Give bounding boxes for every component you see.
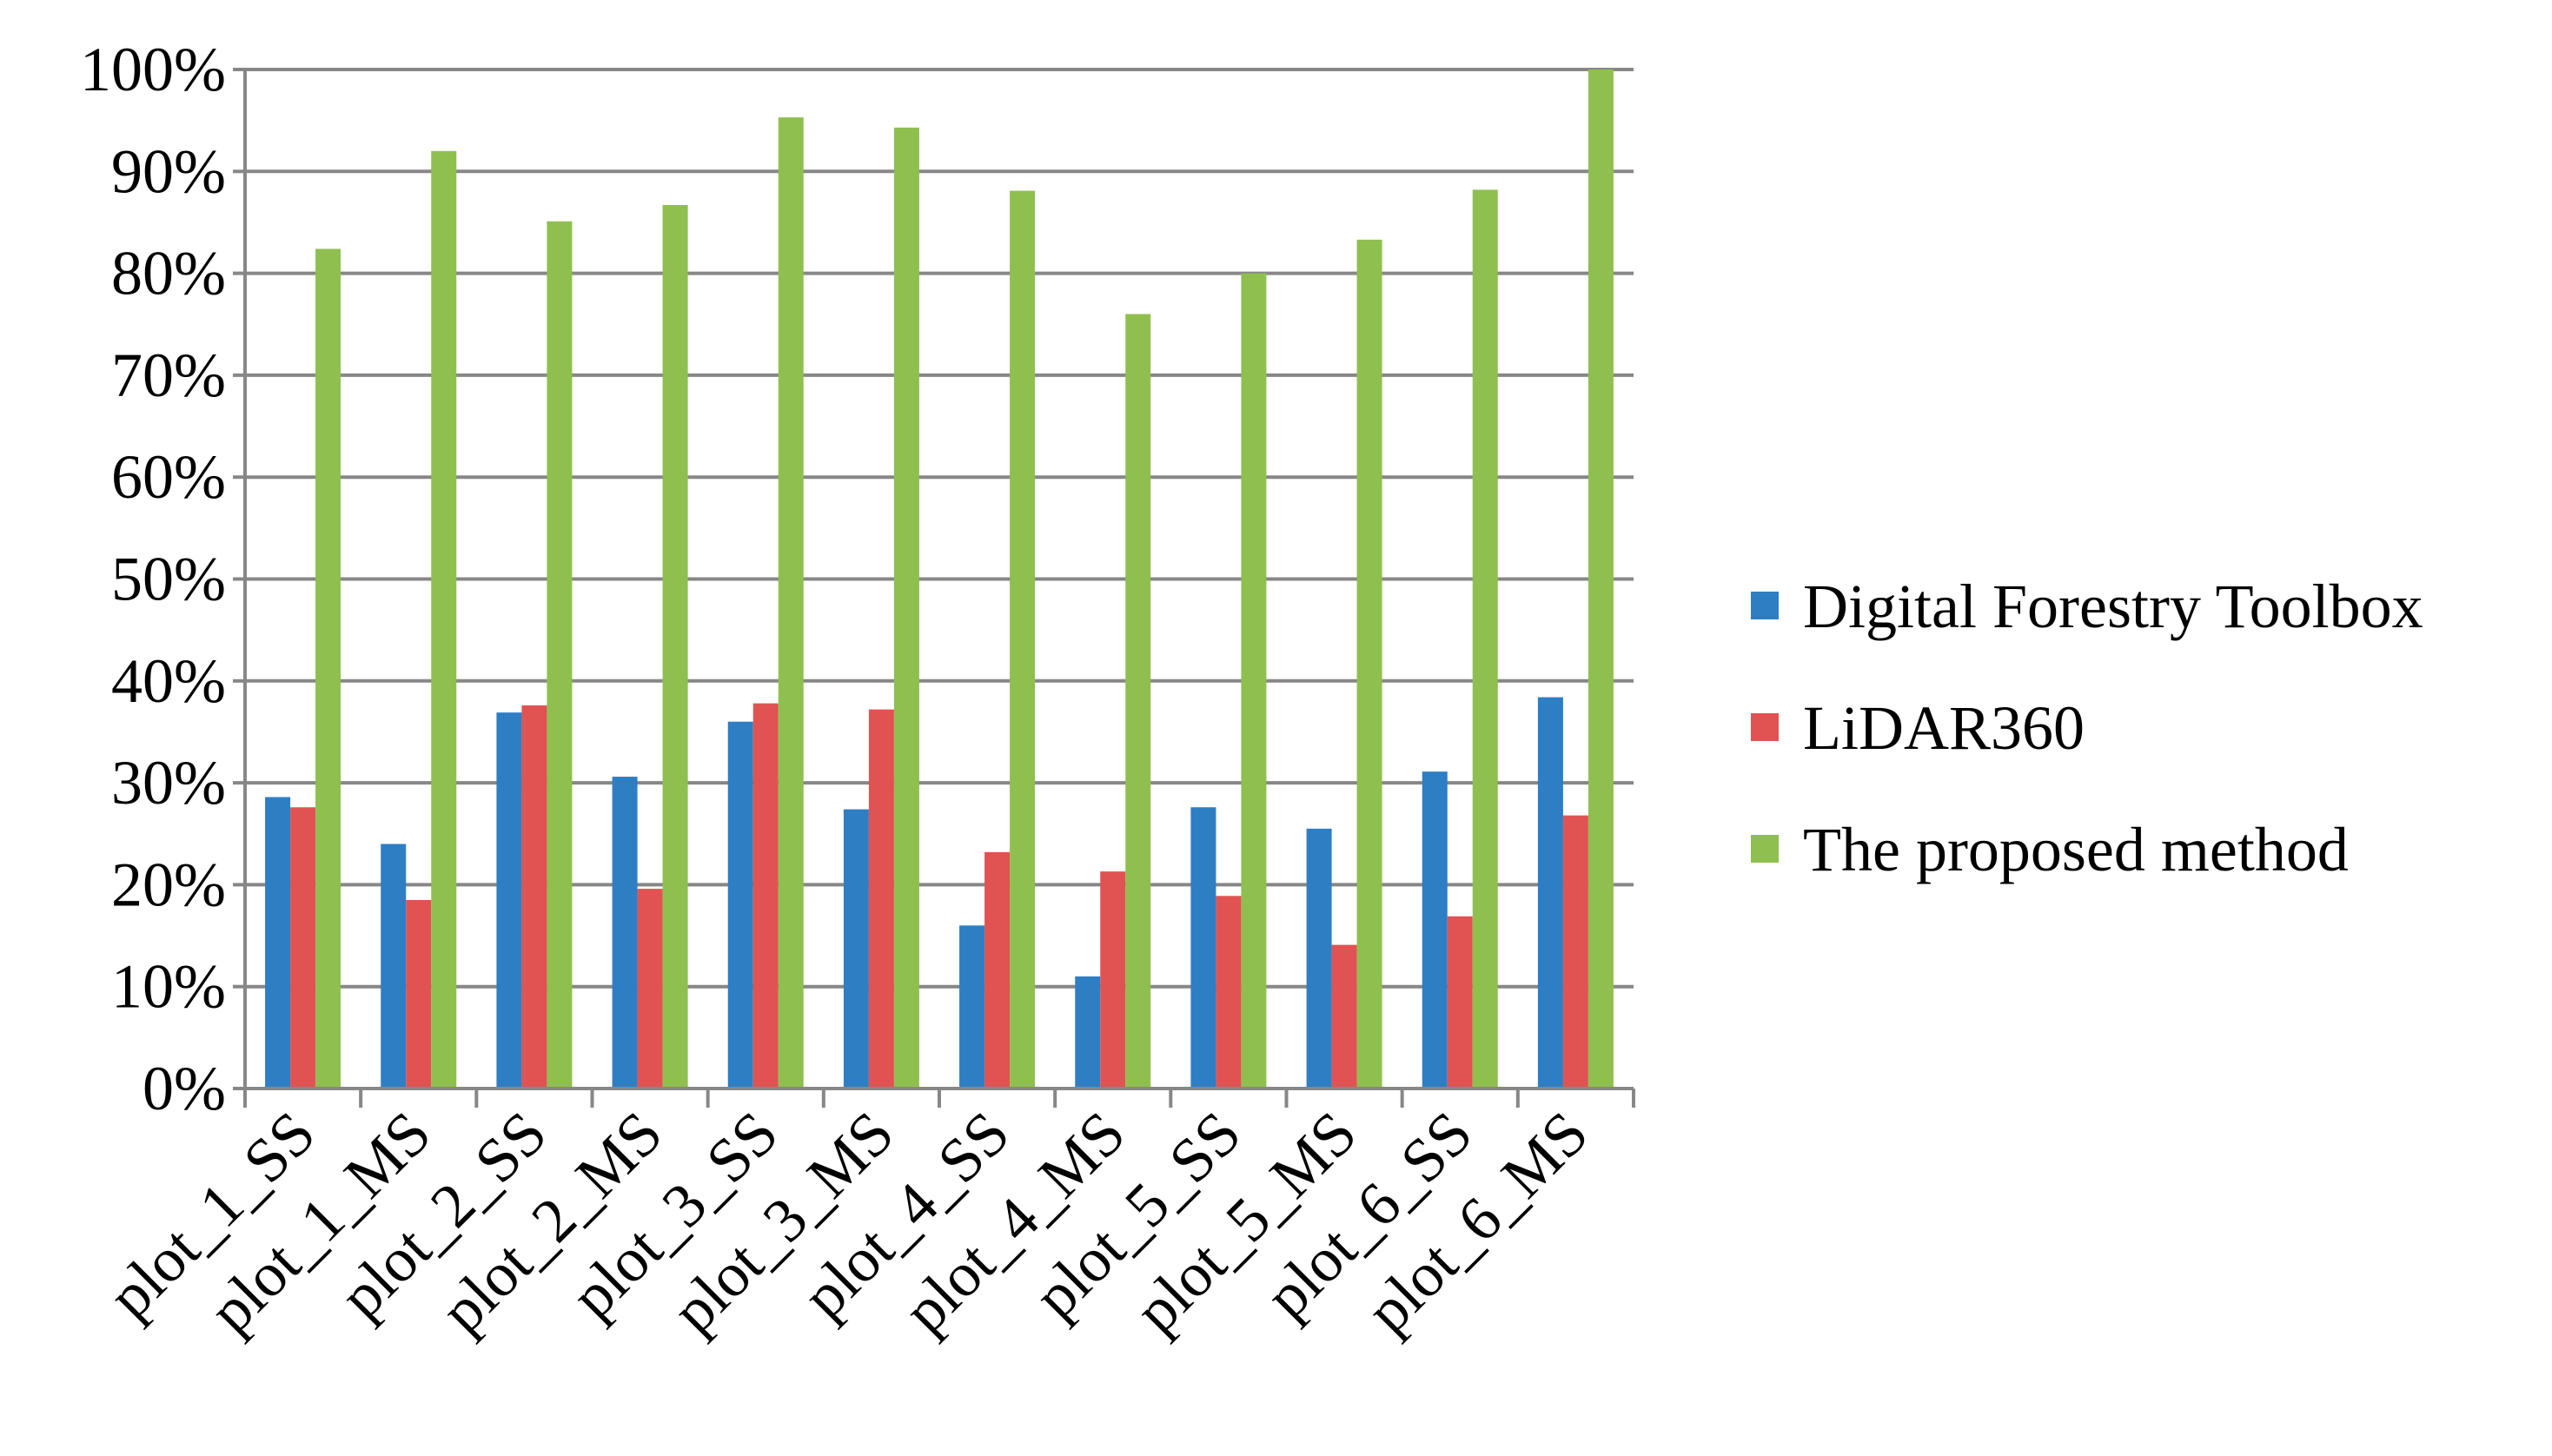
bar — [290, 807, 316, 1089]
bar — [1125, 314, 1151, 1089]
legend-swatch — [1751, 713, 1779, 741]
y-tick-label: 0% — [143, 1054, 226, 1123]
bar — [612, 777, 638, 1089]
y-tick-label: 20% — [111, 850, 226, 919]
legend-swatch — [1751, 835, 1779, 863]
y-axis-tick-labels: 0% 10% 20% 30% 40% 50% 60% 70% 80% 90% 100% — [80, 35, 226, 1123]
bar — [381, 844, 407, 1089]
bar — [1356, 239, 1382, 1089]
bars-group — [265, 69, 1614, 1089]
x-axis-tick-labels: plot_1_SSplot_1_MSplot_2_SSplot_2_MSplot… — [95, 1098, 1601, 1347]
legend-label: The proposed method — [1803, 815, 2349, 884]
bar — [959, 925, 985, 1089]
legend-label: LiDAR360 — [1803, 693, 2085, 763]
bar — [431, 150, 457, 1089]
bar — [752, 703, 779, 1089]
bar — [727, 721, 753, 1089]
y-tick-label: 10% — [111, 952, 226, 1022]
bar — [265, 797, 291, 1089]
y-tick-label: 100% — [80, 35, 226, 104]
bar — [868, 709, 894, 1089]
y-tick-label: 60% — [111, 442, 226, 512]
bar — [547, 221, 573, 1089]
bar — [1331, 944, 1357, 1089]
y-tick-label: 30% — [111, 748, 226, 817]
bar — [1447, 916, 1473, 1089]
y-tick-label: 80% — [111, 239, 226, 308]
bar — [521, 705, 547, 1089]
bar — [1537, 697, 1563, 1089]
bar — [1562, 815, 1588, 1089]
bar — [778, 117, 804, 1089]
bar — [1241, 273, 1267, 1089]
bar — [662, 205, 688, 1089]
bar — [1075, 976, 1101, 1089]
bar — [1422, 771, 1448, 1089]
bar — [406, 899, 432, 1089]
bar — [1472, 189, 1498, 1089]
bar — [893, 127, 919, 1089]
bar — [315, 248, 341, 1089]
bar — [1190, 807, 1216, 1089]
legend-swatch — [1751, 592, 1779, 619]
bar — [637, 889, 663, 1089]
bar — [1216, 896, 1242, 1089]
bar — [1010, 190, 1036, 1089]
legend-label: Digital Forestry Toolbox — [1803, 572, 2423, 641]
y-tick-label: 70% — [111, 341, 226, 410]
legend: Digital Forestry Toolbox LiDAR360 The prop… — [1751, 572, 2423, 884]
bar — [1306, 828, 1332, 1089]
gridlines — [245, 68, 1634, 989]
bar — [984, 851, 1011, 1089]
bar — [843, 809, 869, 1089]
bar — [1100, 871, 1126, 1089]
y-tick-label: 90% — [111, 136, 226, 206]
y-tick-label: 50% — [111, 545, 226, 614]
y-tick-label: 40% — [111, 646, 226, 716]
bar — [1588, 69, 1614, 1089]
bar — [496, 712, 522, 1089]
axes — [233, 68, 1635, 1108]
